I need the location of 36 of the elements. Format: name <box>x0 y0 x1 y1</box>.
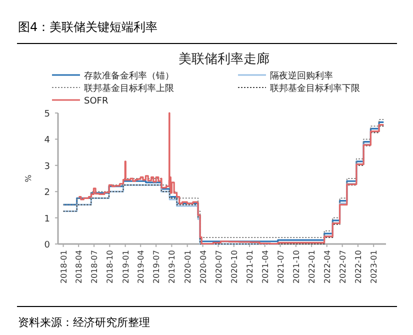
y-tick-label: 0 <box>44 240 50 250</box>
x-tick-label: 2022-01 <box>308 250 317 284</box>
x-tick-label: 2019-01 <box>121 250 130 284</box>
y-tick-label: 1 <box>44 214 50 224</box>
text: 资料来源：经济研究所整理 <box>18 316 150 329</box>
y-tick-label: 2 <box>44 188 50 198</box>
x-tick-label: 2018-01 <box>59 250 68 284</box>
legend-label: 存款准备金利率（锚） <box>84 70 174 82</box>
x-tick-label: 2022-04 <box>322 250 332 284</box>
x-tick-label: 2021-07 <box>276 250 286 284</box>
x-tick-label: 2021-04 <box>260 250 270 284</box>
chart-title: 图4：美联储关键短端利率 <box>18 20 158 34</box>
x-tick-label: 2020-04 <box>198 250 208 284</box>
y-tick-label: 3 <box>44 162 50 172</box>
x-tick-label: 2022-07 <box>338 250 348 284</box>
x-tick-label: 2021-01 <box>246 250 255 284</box>
x-tick-label: 2019-07 <box>152 250 162 284</box>
chart-subtitle: 美联储利率走廊 <box>178 51 270 67</box>
legend-label: 联邦基金目标利率下限 <box>270 83 360 94</box>
legend-label: 联邦基金目标利率上限 <box>84 83 174 94</box>
x-tick-label: 2020-07 <box>214 250 224 284</box>
legend-label: SOFR <box>84 96 108 106</box>
x-tick-label: 2021-10 <box>292 250 301 284</box>
legend-label: 隔夜逆回购利率 <box>270 70 333 82</box>
x-tick-label: 2019-10 <box>168 250 177 284</box>
x-tick-label: 2023-01 <box>370 250 379 284</box>
x-tick-label: 2020-01 <box>183 250 192 284</box>
x-tick-label: 2020-10 <box>230 250 239 284</box>
y-tick-label: 5 <box>44 110 50 120</box>
y-axis-title: % <box>24 174 33 182</box>
x-tick-label: 2018-07 <box>90 250 100 284</box>
x-tick-label: 2018-10 <box>106 250 115 284</box>
x-tick-label: 2019-04 <box>136 250 146 284</box>
y-tick-label: 4 <box>44 136 50 146</box>
x-tick-label: 2022-10 <box>354 250 363 284</box>
x-tick-label: 2018-04 <box>74 250 84 284</box>
